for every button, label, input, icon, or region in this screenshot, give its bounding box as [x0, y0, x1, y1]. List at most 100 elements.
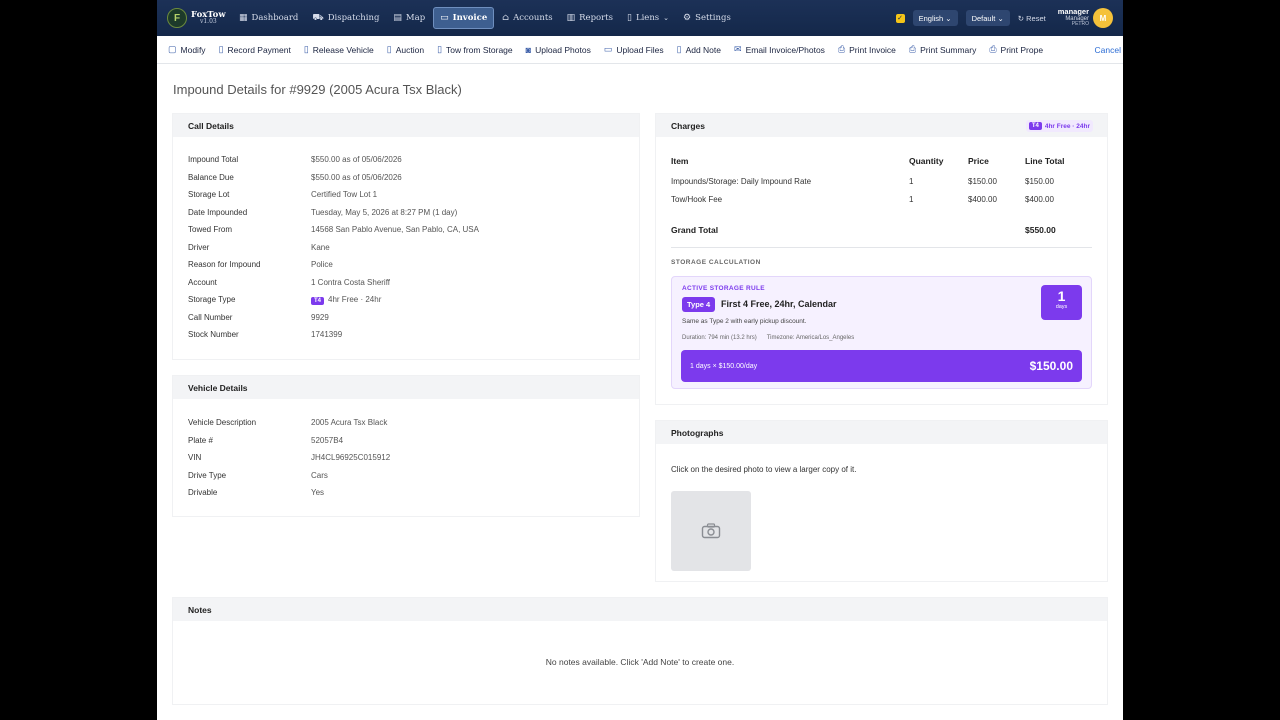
page-title: Impound Details for #9929 (2005 Acura Ts… [173, 82, 462, 97]
detail-label: Reason for Impound [188, 260, 261, 269]
duration-text: Duration: 794 min (13.2 hrs) [682, 335, 757, 341]
detail-value: Certified Tow Lot 1 [311, 190, 378, 199]
folder-icon: ▭ [603, 44, 613, 54]
user-info[interactable]: manager Manager PETRO [1058, 8, 1089, 27]
nav-dispatching[interactable]: ⛟ Dispatching [312, 12, 380, 24]
notification-checkbox[interactable]: ✓ [895, 13, 905, 23]
user-role: Manager [1065, 16, 1089, 23]
nav-settings[interactable]: ⚙ Settings [683, 13, 731, 23]
detail-value: JH4CL96925C015912 [311, 453, 391, 462]
edit-icon: ▢ [168, 44, 177, 54]
upload-photos-button[interactable]: ◙ Upload Photos [525, 44, 591, 55]
add-note-button[interactable]: ▯ Add Note [676, 44, 722, 55]
notes-title: Notes [173, 598, 1107, 621]
chevron-down-icon: ⌄ [997, 13, 1004, 23]
active-rule-label: ACTIVE STORAGE RULE [682, 285, 765, 292]
detail-label: VIN [188, 453, 202, 462]
charge-price: $150.00 [968, 177, 997, 186]
avatar[interactable]: M [1093, 8, 1113, 28]
release-vehicle-button[interactable]: ▯ Release Vehicle [303, 44, 374, 55]
divider [671, 247, 1092, 248]
nav-dashboard[interactable]: ▦ Dashboard [239, 13, 299, 23]
col-item: Item [671, 156, 689, 166]
detail-value: Police [311, 260, 333, 269]
detail-value: 1 Contra Costa Sheriff [311, 277, 391, 287]
theme-select[interactable]: Default ⌄ [965, 10, 1010, 26]
storage-formula: 1 days × $150.00/day [690, 362, 758, 370]
gear-icon: ⚙ [683, 13, 692, 23]
document-icon: ▯ [303, 44, 309, 54]
charges-header: Charges T4 4hr Free · 24hr [656, 114, 1107, 137]
action-toolbar: ▢ Modify ▯ Record Payment ▯ Release Vehicle… [157, 36, 1123, 64]
cancel-link[interactable]: Cancel [1092, 45, 1121, 55]
detail-label: Drive Type [188, 470, 227, 480]
print-invoice-button[interactable]: ⎙ Print Invoice [837, 44, 896, 55]
detail-value: 52057B4 [311, 435, 344, 445]
grand-total-label: Grand Total [671, 225, 719, 235]
envelope-icon: ✉ [734, 44, 742, 54]
detail-label: Towed From [188, 225, 233, 234]
detail-value: 1741399 [311, 330, 343, 339]
app-logo[interactable]: F FoxTow v1.03 [167, 8, 227, 28]
storage-calculation-label: STORAGE CALCULATION [671, 259, 761, 266]
top-navbar: F FoxTow v1.03 ▦ Dashboard ⛟ Dispatching ▤… [157, 0, 1123, 36]
print-property-button[interactable]: ⎙ Print Prope [989, 44, 1044, 55]
photo-placeholder[interactable] [671, 491, 751, 571]
days-number: 1 [1057, 288, 1066, 304]
dashboard-icon: ▦ [239, 13, 248, 23]
grand-total-value: $550.00 [1025, 225, 1056, 235]
photographs-card: Photographs Click on the desired photo t… [655, 420, 1108, 582]
truck-icon: ⛟ [312, 12, 324, 23]
modify-button[interactable]: ▢ Modify [168, 44, 206, 55]
col-quantity: Quantity [909, 156, 944, 166]
charge-qty: 1 [909, 195, 914, 204]
print-summary-button[interactable]: ⎙ Print Summary [908, 44, 977, 55]
detail-label: Driver [188, 242, 210, 252]
detail-value: Kane [311, 242, 330, 252]
chevron-down-icon: ⌄ [945, 13, 952, 23]
charge-price: $400.00 [968, 195, 997, 204]
nav-map[interactable]: ▤ Map [393, 13, 426, 23]
chevron-down-icon: ⌄ [663, 14, 670, 22]
vehicle-details-card: Vehicle Details Vehicle Description 2005 … [172, 375, 640, 517]
document-icon: ▯ [437, 44, 443, 54]
auction-button[interactable]: ▯ Auction [386, 44, 425, 55]
map-icon: ▤ [393, 13, 402, 23]
detail-value: Yes [311, 488, 325, 497]
notes-empty-message: No notes available. Click 'Add Note' to … [545, 657, 735, 667]
reset-button[interactable]: ↻ Reset [1017, 13, 1046, 23]
col-line-total: Line Total [1025, 156, 1065, 166]
detail-value: $550.00 as of 05/06/2026 [311, 155, 402, 164]
detail-label: Stock Number [188, 330, 239, 339]
vehicle-details-title: Vehicle Details [173, 376, 639, 399]
nav-reports[interactable]: ▥ Reports [566, 13, 613, 23]
record-payment-button[interactable]: ▯ Record Payment [218, 44, 291, 55]
detail-label: Account [188, 277, 217, 287]
nav-invoice[interactable]: ▭ Invoice [433, 7, 495, 29]
detail-label: Date Impounded [188, 207, 248, 217]
notes-card: Notes No notes available. Click 'Add Not… [172, 597, 1108, 705]
nav-accounts[interactable]: ⌂ Accounts [502, 13, 553, 23]
storage-total: $150.00 [1029, 359, 1073, 373]
language-select[interactable]: English ⌄ [912, 10, 958, 26]
upload-files-button[interactable]: ▭ Upload Files [603, 44, 664, 55]
days-counter: 1 days [1041, 285, 1082, 320]
document-icon: ▯ [676, 44, 682, 54]
printer-icon: ⎙ [837, 44, 846, 54]
tow-from-storage-button[interactable]: ▯ Tow from Storage [437, 44, 513, 55]
charge-item: Impounds/Storage: Daily Impound Rate [671, 177, 812, 186]
document-icon: ▯ [386, 44, 392, 54]
type-badge: T4 [311, 297, 325, 305]
app-name: FoxTow [191, 9, 226, 20]
detail-label: Storage Lot [188, 190, 230, 199]
liens-icon: ▯ [626, 13, 632, 23]
charge-item: Tow/Hook Fee [671, 195, 723, 204]
user-name: manager [1057, 7, 1089, 17]
email-invoice-button[interactable]: ✉ Email Invoice/Photos [734, 44, 825, 55]
camera-icon: ◙ [525, 44, 532, 55]
photographs-title: Photographs [656, 421, 1107, 444]
rule-type-badge: Type 4 [682, 297, 716, 312]
detail-label: Impound Total [188, 155, 239, 164]
printer-icon: ⎙ [908, 44, 917, 54]
nav-liens[interactable]: ▯ Liens ⌄ [626, 13, 670, 23]
